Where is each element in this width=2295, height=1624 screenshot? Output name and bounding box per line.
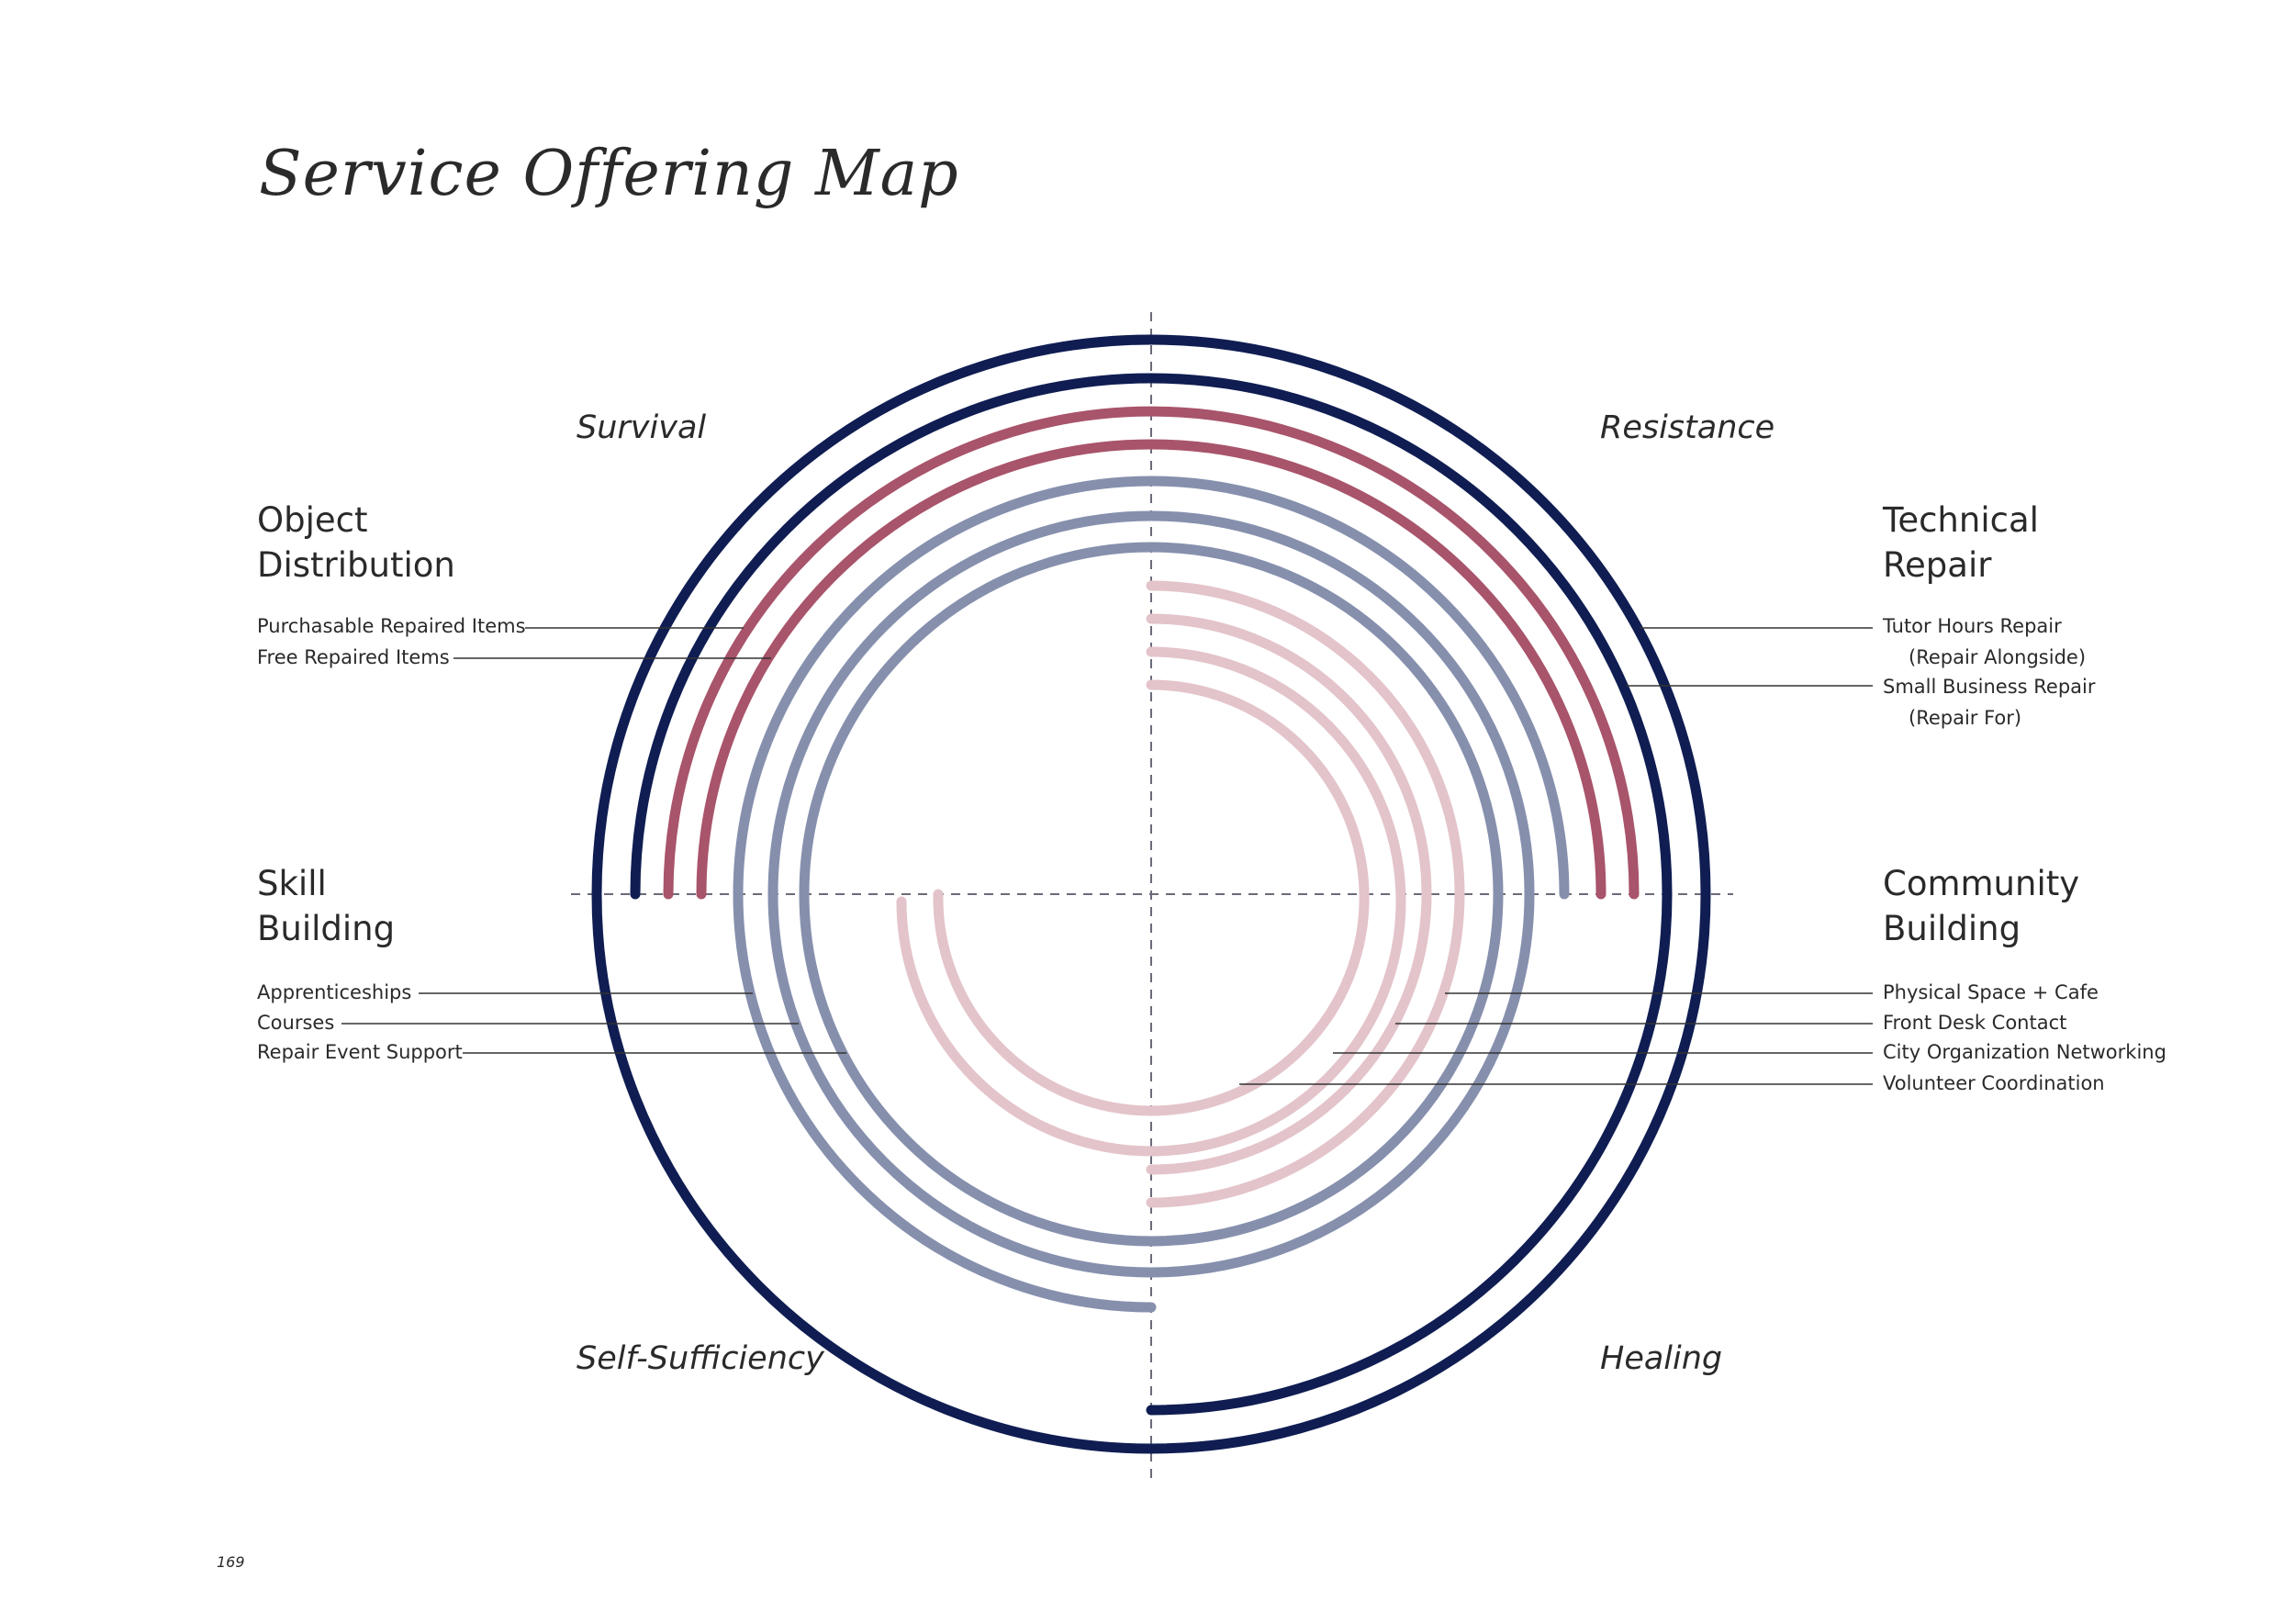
item-tutor-hours-repair: Tutor Hours Repair (Repair Alongside) xyxy=(1883,613,2086,670)
ring-slate-middle xyxy=(767,510,1535,1278)
category-title-line: Object xyxy=(257,500,368,540)
arc-rose-2 xyxy=(1146,613,1432,1175)
arc-slate-partial xyxy=(733,476,1570,1313)
item-free-repaired-items: Free Repaired Items xyxy=(257,646,450,668)
category-technical-repair: Technical Repair xyxy=(1883,498,2039,588)
category-title-line: Building xyxy=(1883,909,2021,948)
item-apprenticeships: Apprenticeships xyxy=(257,981,412,1003)
category-title-line: Repair xyxy=(1883,545,1992,585)
item-courses: Courses xyxy=(257,1012,335,1034)
ring-slate-inner xyxy=(799,542,1504,1247)
category-community-building: Community Building xyxy=(1883,861,2079,951)
page-title: Service Offering Map xyxy=(259,138,959,210)
item-physical-space-cafe: Physical Space + Cafe xyxy=(1883,981,2099,1003)
spiral-arc-navy xyxy=(630,373,1673,1416)
category-title-line: Skill xyxy=(257,864,327,903)
item-main-text: Tutor Hours Repair xyxy=(1883,615,2062,637)
item-front-desk-contact: Front Desk Contact xyxy=(1883,1012,2067,1034)
item-sub-text: (Repair For) xyxy=(1909,707,2022,729)
arc-crimson-inner xyxy=(696,439,1606,900)
item-sub-text: (Repair Alongside) xyxy=(1909,646,2087,668)
arc-rose-3 xyxy=(896,646,1406,1157)
arc-rose-4 xyxy=(933,679,1370,1116)
quadrant-label-survival: Survival xyxy=(577,409,707,446)
category-title-line: Community xyxy=(1883,864,2080,903)
quadrant-label-resistance: Resistance xyxy=(1600,409,1775,446)
quadrant-label-healing: Healing xyxy=(1600,1340,1723,1377)
item-city-organization-networking: City Organization Networking xyxy=(1883,1041,2166,1063)
item-main-text: Small Business Repair xyxy=(1883,676,2096,698)
arc-crimson-outer xyxy=(663,406,1640,900)
item-volunteer-coordination: Volunteer Coordination xyxy=(1883,1072,2105,1094)
arc-rose-1 xyxy=(1146,580,1465,1208)
category-object-distribution: Object Distribution xyxy=(257,498,455,588)
item-repair-event-support: Repair Event Support xyxy=(257,1041,463,1063)
item-purchasable-repaired-items: Purchasable Repaired Items xyxy=(257,615,526,637)
category-title-line: Distribution xyxy=(257,545,455,585)
page-number: 169 xyxy=(217,1553,245,1571)
item-small-business-repair: Small Business Repair (Repair For) xyxy=(1883,674,2096,731)
category-title-line: Building xyxy=(257,909,396,948)
category-skill-building: Skill Building xyxy=(257,861,395,951)
outer-ring-navy xyxy=(591,334,1711,1454)
quadrant-label-self-sufficiency: Self-Sufficiency xyxy=(577,1340,824,1377)
category-title-line: Technical xyxy=(1883,500,2039,540)
